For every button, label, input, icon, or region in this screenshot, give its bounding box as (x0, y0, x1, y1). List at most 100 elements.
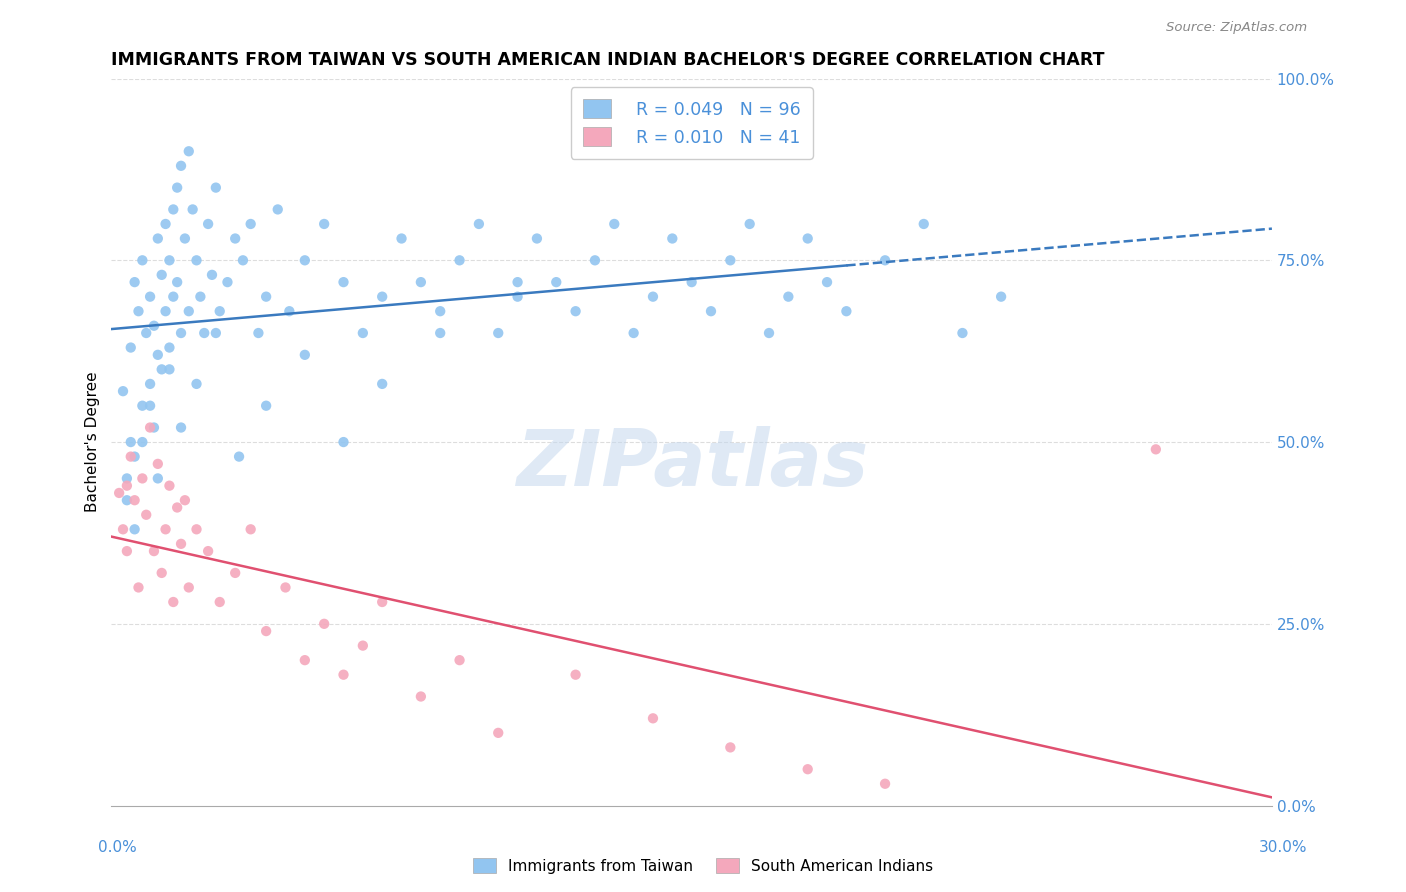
Point (181, 202, 204, 217)
Point (506, 290, 529, 304)
Point (155, 522, 177, 536)
Point (162, 202, 184, 217)
Point (546, 275, 568, 289)
Point (294, 348, 316, 362)
Legend:   R = 0.049   N = 96,   R = 0.010   N = 41: R = 0.049 N = 96, R = 0.010 N = 41 (571, 87, 813, 159)
Point (873, 253, 896, 268)
Point (429, 326, 451, 340)
Point (139, 399, 162, 413)
Point (254, 290, 277, 304)
Point (486, 726, 509, 740)
Point (143, 420, 166, 434)
Point (332, 667, 354, 681)
Point (429, 304, 451, 318)
Point (124, 275, 146, 289)
Point (162, 290, 184, 304)
Point (124, 493, 146, 508)
Point (506, 275, 529, 289)
Point (177, 581, 200, 595)
Point (239, 522, 262, 536)
Point (371, 290, 394, 304)
Point (952, 326, 974, 340)
Point (815, 275, 838, 289)
Point (208, 304, 231, 318)
Point (186, 376, 208, 391)
Point (170, 326, 193, 340)
Point (135, 326, 157, 340)
Point (139, 420, 162, 434)
Point (162, 595, 184, 609)
Point (131, 471, 153, 485)
Point (486, 326, 509, 340)
Point (274, 581, 297, 595)
Point (314, 616, 336, 631)
Point (564, 667, 586, 681)
Point (314, 217, 336, 231)
Point (166, 180, 188, 194)
Point (208, 595, 231, 609)
Point (115, 478, 138, 492)
Point (758, 326, 780, 340)
Point (228, 450, 250, 464)
Point (124, 450, 146, 464)
Point (166, 275, 188, 289)
Point (190, 290, 212, 304)
Point (371, 595, 394, 609)
Point (254, 399, 277, 413)
Text: 30.0%: 30.0% (1260, 840, 1308, 855)
Point (641, 290, 664, 304)
Point (409, 275, 432, 289)
Point (177, 145, 200, 159)
Point (700, 304, 723, 318)
Point (205, 326, 228, 340)
Point (146, 348, 169, 362)
Point (247, 326, 270, 340)
Point (174, 231, 197, 245)
Point (197, 544, 219, 558)
Point (778, 290, 800, 304)
Point (120, 435, 142, 450)
Point (371, 376, 394, 391)
Point (217, 275, 239, 289)
Point (115, 544, 138, 558)
Point (120, 341, 142, 355)
Point (146, 231, 169, 245)
Point (174, 493, 197, 508)
Point (143, 318, 166, 333)
Point (294, 253, 316, 268)
Point (120, 450, 142, 464)
Text: Source: ZipAtlas.com: Source: ZipAtlas.com (1167, 21, 1308, 34)
Point (115, 471, 138, 485)
Point (661, 231, 683, 245)
Point (352, 326, 374, 340)
Point (170, 420, 193, 434)
Point (186, 522, 208, 536)
Point (166, 500, 188, 515)
Point (146, 471, 169, 485)
Point (254, 624, 277, 638)
Point (239, 217, 262, 231)
Point (135, 508, 157, 522)
Point (170, 159, 193, 173)
Legend: Immigrants from Taiwan, South American Indians: Immigrants from Taiwan, South American I… (467, 852, 939, 880)
Point (131, 253, 153, 268)
Point (409, 690, 432, 704)
Point (796, 231, 818, 245)
Point (449, 253, 471, 268)
Point (526, 231, 548, 245)
Point (205, 180, 228, 194)
Point (796, 762, 818, 776)
Point (143, 544, 166, 558)
Point (564, 304, 586, 318)
Point (155, 304, 177, 318)
Point (224, 566, 246, 580)
Point (267, 202, 290, 217)
Point (873, 777, 896, 791)
Point (294, 653, 316, 667)
Point (835, 304, 858, 318)
Point (111, 384, 134, 399)
Point (603, 217, 626, 231)
Point (990, 290, 1012, 304)
Point (159, 478, 181, 492)
Point (912, 217, 935, 231)
